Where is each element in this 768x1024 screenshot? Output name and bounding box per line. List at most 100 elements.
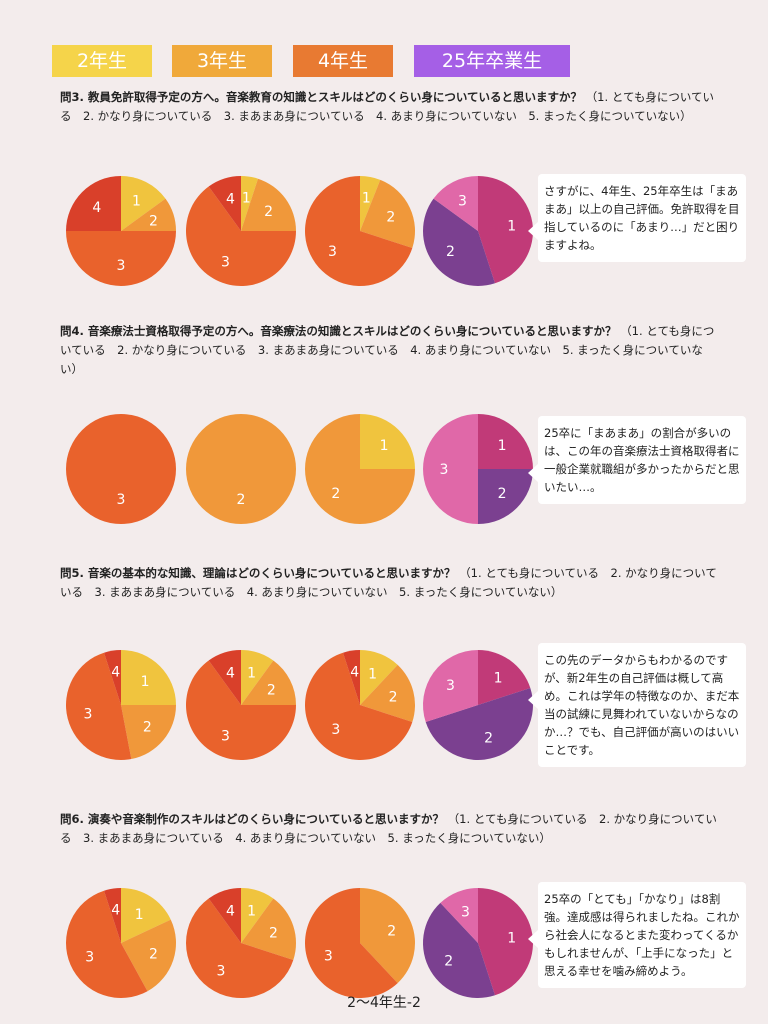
- pie-slice-label: 3: [331, 722, 340, 738]
- pie-slice-3: [186, 186, 296, 286]
- pie-slice-label: 3: [221, 728, 230, 744]
- pie-slice-label: 2: [149, 947, 158, 963]
- pie-slice-label: 3: [84, 706, 93, 722]
- pie-slice-label: 2: [444, 953, 453, 969]
- pie-slice-label: 2: [387, 923, 396, 939]
- pie-slice-label: 4: [92, 200, 101, 216]
- pie-q5-2nen: 1 2 3 4: [66, 650, 176, 760]
- page-footer: 2〜4年生-2: [347, 995, 421, 1011]
- pie-slice-label: 3: [328, 244, 337, 260]
- pie-slice-label: 2: [149, 213, 158, 229]
- pie-slice-2: [241, 898, 296, 960]
- pie-slice-label: 4: [111, 664, 120, 680]
- legend-item-3nen: 3年生: [172, 45, 272, 77]
- pie-slice-4: [66, 176, 121, 231]
- pie-slice-3: [305, 888, 398, 998]
- pie-slice-3: [423, 650, 478, 722]
- pie-slice-label: 1: [132, 194, 141, 210]
- pie-q4-4nen: 12: [305, 414, 415, 524]
- pie-q3-3nen: 12 3 4: [186, 176, 296, 286]
- pie-slice-label: 2: [264, 204, 273, 220]
- pie-q5-4nen: 12 3 4: [305, 650, 415, 760]
- pie-slice-label: 4: [111, 902, 120, 918]
- pie-slice-2: [360, 664, 415, 722]
- pie-slice-4: [208, 650, 241, 705]
- pie-slice-label: 2: [267, 683, 276, 699]
- pie-slice-label: 2: [446, 244, 455, 260]
- pie-slice-label: 3: [324, 949, 333, 965]
- pie-q6-2nen: 1 2 3 4: [66, 888, 176, 998]
- pie-slice-label: 1: [362, 191, 371, 207]
- pie-slice-1: [241, 650, 274, 705]
- pie-q6-25sotsu: 1 2 3: [423, 888, 533, 998]
- pie-slice-3: [440, 888, 478, 943]
- question-options: （1. とても身についている 2. かなり身についている 3. まあまあ身につい…: [60, 324, 715, 376]
- pie-slice-3: [66, 652, 132, 760]
- pie-slice-1: [360, 176, 381, 231]
- pie-slice-label: 4: [226, 666, 235, 682]
- pie-slice-2: [121, 198, 176, 231]
- pie-slice-3: [423, 414, 478, 524]
- legend-item-25sotsu: 25年卒業生: [414, 45, 570, 77]
- pie-slice-2: [360, 888, 415, 984]
- pie-slice-label: 1: [507, 219, 516, 235]
- pie-slice-2: [121, 919, 176, 992]
- question-options: （1. とても身についている 2. かなり身についている 3. まあまあ身につい…: [60, 566, 717, 599]
- pie-slice-label: 1: [141, 674, 150, 690]
- pie-slice-label: 4: [350, 664, 359, 680]
- pie-slice-label: 3: [458, 194, 467, 210]
- question-6: 問6. 演奏や音楽制作のスキルはどのくらい身についていると思いますか？ （1. …: [60, 810, 720, 848]
- pie-slice-label: 1: [380, 438, 389, 454]
- pie-slice-1: [121, 176, 166, 231]
- pie-slice-3: [66, 890, 148, 998]
- pie-slice-label: 1: [498, 438, 507, 454]
- pie-slice-2: [360, 179, 415, 248]
- pie-q6-3nen: 12 3 4: [186, 888, 296, 998]
- question-title: 問3. 教員免許取得予定の方へ。音楽教育の知識とスキルはどのくらい身についている…: [60, 90, 583, 104]
- pie-slice-label: 1: [507, 931, 516, 947]
- pie-slice-2: [121, 705, 176, 760]
- pie-slice-label: 3: [216, 964, 225, 980]
- pie-slice-label: 2: [484, 730, 493, 746]
- pie-slice-label: 2: [498, 486, 507, 502]
- pie-slice-3: [305, 652, 413, 760]
- comment-q5: この先のデータからもわかるのですが、新2年生の自己評価は概して高め。これは学年の…: [528, 643, 746, 767]
- pie-slice-label: 4: [226, 904, 235, 920]
- pie-slice-2: [241, 178, 296, 231]
- pie-slice-label: 3: [221, 254, 230, 270]
- pie-slice-2: [478, 469, 533, 524]
- pie-slice-1: [241, 176, 258, 231]
- pie-slice-1: [478, 414, 533, 469]
- comment-q6: 25卒の「とても」「かなり」は8割強。達成感は得られましたね。これから社会人にな…: [528, 882, 746, 988]
- pie-slice-3: [66, 231, 176, 286]
- pie-slice-label: 2: [269, 925, 278, 941]
- question-5: 問5. 音楽の基本的な知識、理論はどのくらい身についていると思いますか？ （1.…: [60, 564, 720, 602]
- pie-q5-3nen: 12 3 4: [186, 650, 296, 760]
- question-3: 問3. 教員免許取得予定の方へ。音楽教育の知識とスキルはどのくらい身についている…: [60, 88, 720, 126]
- pie-slice-1: [478, 650, 531, 705]
- pie-slice-4: [343, 650, 360, 705]
- pie-slice-3: [186, 660, 296, 760]
- legend-item-4nen: 4年生: [293, 45, 393, 77]
- pie-slice-2: [425, 688, 533, 760]
- pie-slice-label: 3: [117, 492, 126, 508]
- pie-q4-25sotsu: 1 2 3: [423, 414, 533, 524]
- comment-q3: さすがに、4年生、25年卒生は「まあまあ」以上の自己評価。免許取得を目指している…: [528, 174, 746, 262]
- pie-slice-1: [241, 888, 274, 943]
- pie-slice-2: [186, 414, 296, 524]
- pie-q4-2nen: 3: [66, 414, 176, 524]
- comment-q4: 25卒に「まあまあ」の割合が多いのは、この年の音楽療法士資格取得者に一般企業就職…: [528, 416, 746, 504]
- pie-slice-2: [423, 902, 495, 998]
- pie-slice-2: [241, 660, 296, 705]
- pie-slice-label: 2: [143, 720, 152, 736]
- pie-q6-4nen: 23: [305, 888, 415, 998]
- pie-slice-1: [121, 888, 171, 943]
- pie-slice-label: 3: [439, 462, 448, 478]
- pie-slice-2: [305, 414, 415, 524]
- pie-slice-1: [360, 650, 398, 705]
- question-title: 問4. 音楽療法士資格取得予定の方へ。音楽療法の知識とスキルはどのくらい身につい…: [60, 324, 617, 338]
- pie-slice-label: 1: [494, 670, 503, 686]
